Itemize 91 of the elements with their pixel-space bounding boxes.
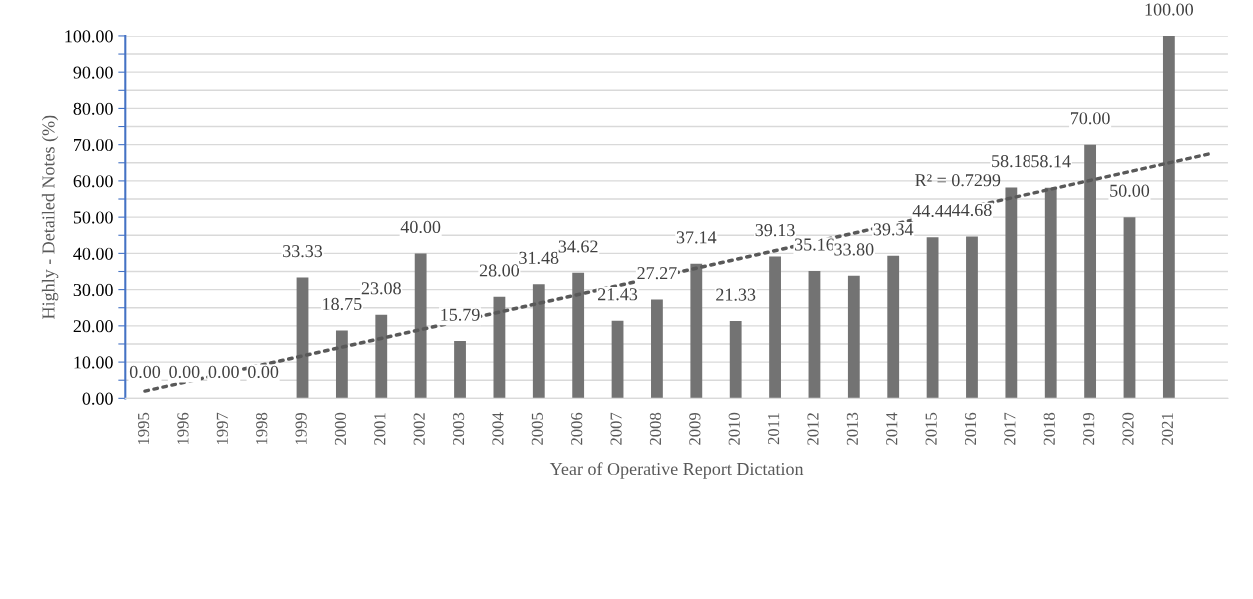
y-tick-label: 20.00: [73, 320, 113, 333]
data-label: 40.00: [400, 220, 441, 234]
x-tick-label: 2002: [413, 413, 425, 445]
x-tick-label: 1998: [256, 412, 268, 445]
x-tick-label: 2014: [886, 412, 898, 445]
bar: [808, 270, 821, 399]
data-label: 70.00: [1070, 112, 1110, 125]
x-tick-label: 1999: [295, 412, 307, 445]
bar: [690, 263, 703, 399]
x-tick-label: 2017: [1004, 412, 1016, 445]
data-label: 31.48: [519, 251, 559, 264]
bar: [926, 237, 939, 399]
bar: [1162, 35, 1175, 399]
y-axis-title: Highly - Detailed Notes (%): [41, 115, 59, 319]
y-tick-label: 0.00: [82, 392, 113, 405]
bar: [1044, 187, 1057, 399]
data-label: 44.44: [912, 204, 953, 218]
data-label: 33.33: [283, 245, 323, 258]
y-tick-label: 60.00: [73, 175, 113, 188]
data-label: 37.14: [676, 231, 717, 244]
x-tick-label: 2011: [767, 413, 780, 445]
x-tick-label: 2006: [571, 412, 583, 445]
data-label: 23.08: [361, 282, 401, 295]
data-label: 50.00: [1110, 184, 1150, 197]
data-label: 0.00: [129, 365, 161, 379]
y-tick-label: 50.00: [73, 211, 113, 224]
x-tick-label: 2016: [964, 412, 977, 445]
data-label: 21.43: [598, 288, 638, 301]
bar: [572, 272, 585, 399]
y-tick-label: 90.00: [73, 66, 113, 79]
x-tick-label: 2010: [728, 412, 740, 445]
x-tick-label: 2009: [689, 412, 701, 445]
annotation: R² = 0.7299: [915, 174, 1001, 187]
x-tick-label: 2001: [374, 413, 386, 445]
data-label: 18.75: [323, 297, 362, 311]
x-tick-label: 2005: [531, 412, 543, 445]
x-tick-label: 2008: [649, 412, 662, 445]
data-label: 21.33: [716, 288, 756, 301]
data-label: 58.18: [992, 154, 1031, 168]
data-label: 44.68: [952, 203, 992, 217]
bar: [414, 253, 427, 399]
bar: [769, 256, 781, 399]
bar: [1005, 187, 1018, 399]
x-tick-label: 2019: [1083, 412, 1095, 445]
bar: [611, 320, 624, 399]
bar: [454, 341, 466, 399]
bar: [1084, 144, 1097, 399]
x-tick-label: 2020: [1122, 412, 1134, 445]
x-tick-label: 1997: [216, 412, 228, 445]
data-label: 33.80: [834, 243, 874, 256]
x-tick-label: 2018: [1043, 412, 1055, 445]
data-label: 28.00: [479, 264, 520, 277]
bar: [532, 284, 545, 399]
data-label: 100.00: [1145, 3, 1194, 16]
data-label: 0.00: [169, 365, 200, 379]
data-label: 39.34: [873, 223, 914, 236]
x-tick-label: 2000: [334, 412, 347, 445]
x-tick-label: 2015: [925, 412, 937, 445]
x-tick-label: 2003: [452, 412, 465, 445]
y-tick-label: 10.00: [74, 356, 113, 369]
x-tick-label: 2013: [846, 412, 858, 445]
data-label: 27.27: [637, 267, 677, 280]
data-label: 39.13: [755, 224, 795, 237]
y-tick-label: 70.00: [74, 138, 113, 152]
x-tick-label: 1995: [137, 412, 150, 445]
x-axis-title: Year of Operative Report Dictation: [549, 462, 804, 479]
x-tick-label: 2021: [1161, 413, 1174, 445]
data-label: 15.79: [441, 308, 480, 321]
x-tick-label: 2004: [492, 412, 504, 445]
bar: [335, 330, 348, 399]
bar: [493, 296, 506, 399]
data-label: 58.14: [1031, 155, 1071, 168]
y-tick-label: 100.00: [65, 30, 113, 43]
data-label: 35.16: [795, 238, 835, 251]
y-tick-label: 80.00: [73, 102, 113, 115]
bar: [375, 314, 388, 399]
data-label: 34.62: [558, 240, 598, 253]
x-tick-label: 2012: [807, 413, 819, 445]
x-tick-label: 1996: [177, 412, 189, 445]
bar: [729, 321, 742, 399]
bar: [887, 255, 900, 399]
bar: [966, 236, 978, 399]
data-label: 0.00: [208, 365, 239, 379]
data-label: 0.00: [248, 365, 279, 379]
bar: [296, 277, 309, 399]
bar: [651, 299, 663, 399]
bar: [1123, 217, 1136, 399]
x-tick-label: 2007: [610, 412, 622, 445]
bar: [847, 275, 860, 399]
y-tick-label: 30.00: [73, 283, 113, 297]
y-tick-label: 40.00: [73, 247, 113, 260]
